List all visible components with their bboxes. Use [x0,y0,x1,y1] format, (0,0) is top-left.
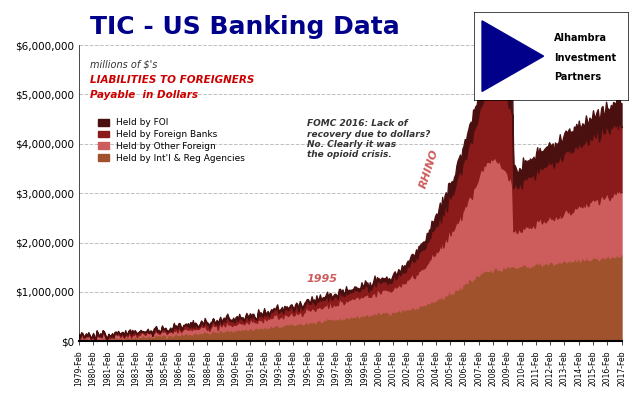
Text: Alhambra: Alhambra [554,34,607,43]
Text: millions of $'s: millions of $'s [90,60,157,70]
Text: 1995: 1995 [307,274,338,284]
Text: FOMC 2016: Lack of
recovery due to dollars?
No. Clearly it was
the opioid crisis: FOMC 2016: Lack of recovery due to dolla… [307,119,430,159]
Text: May 2011: May 2011 [540,69,596,97]
Text: Payable  in Dollars: Payable in Dollars [90,89,197,99]
Text: RHINO: RHINO [418,148,440,189]
Polygon shape [482,21,544,91]
Text: Investment: Investment [554,53,617,63]
Text: Bear Stearns: Bear Stearns [483,62,547,86]
Text: TIC - US Banking Data: TIC - US Banking Data [90,15,399,39]
Text: LIABILITIES TO FOREIGNERS: LIABILITIES TO FOREIGNERS [90,75,254,85]
Text: Panic: Panic [467,200,508,214]
Text: Partners: Partners [554,72,601,82]
Legend: Held by FOI, Held by Foreign Banks, Held by Other Foreign, Held by Int'l & Reg A: Held by FOI, Held by Foreign Banks, Held… [94,115,248,166]
